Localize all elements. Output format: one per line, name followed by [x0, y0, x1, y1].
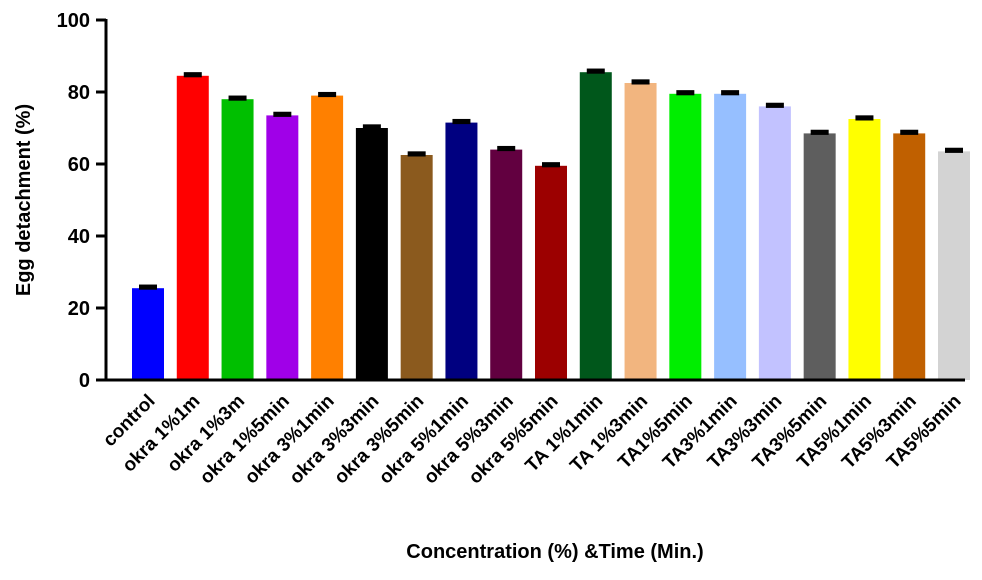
y-tick-label: 40 [68, 226, 90, 248]
bar [535, 165, 567, 380]
error-bar [497, 145, 516, 152]
y-tick-label: 0 [79, 370, 90, 392]
bar [938, 151, 970, 380]
error-bar [362, 124, 381, 130]
bar [758, 106, 791, 381]
y-tick-label: 20 [68, 298, 90, 320]
bar [669, 93, 702, 381]
y-tick-label: 80 [68, 82, 90, 104]
bar [221, 99, 254, 380]
y-tick-label: 100 [57, 10, 90, 32]
error-bar [228, 95, 247, 101]
bar [266, 115, 299, 381]
error-bar [452, 118, 471, 125]
error-bar [765, 102, 784, 108]
error-bar [676, 90, 695, 96]
bars-layer [132, 68, 970, 381]
y-tick-label: 60 [68, 154, 90, 176]
error-bar [586, 68, 605, 74]
error-bar [721, 90, 740, 96]
error-bar [318, 91, 337, 98]
bar [803, 133, 836, 380]
error-bar [631, 79, 650, 85]
bar [400, 155, 433, 380]
error-bar [273, 111, 292, 117]
axes-layer [104, 19, 965, 382]
error-bar [139, 284, 157, 290]
bar [848, 119, 881, 380]
error-bar [183, 72, 202, 78]
bar [490, 149, 523, 380]
y-axis-title: Egg detachment (%) [13, 104, 35, 296]
bar [176, 75, 209, 381]
error-bar [542, 162, 560, 168]
bar [714, 93, 747, 381]
y-ticks-layer: 0 20 40 60 80 100 [57, 10, 106, 392]
bar [579, 72, 612, 380]
error-bar [855, 115, 874, 121]
x-axis-title: Concentration (%) &Time (Min.) [406, 541, 703, 563]
bar [893, 133, 926, 380]
bar [445, 122, 478, 380]
bar [355, 128, 388, 380]
error-bar [407, 151, 426, 157]
error-bar [945, 147, 963, 153]
bar [311, 95, 344, 380]
error-bar [900, 129, 919, 135]
bar [624, 83, 657, 380]
bar [132, 288, 164, 380]
error-bar [810, 129, 829, 135]
